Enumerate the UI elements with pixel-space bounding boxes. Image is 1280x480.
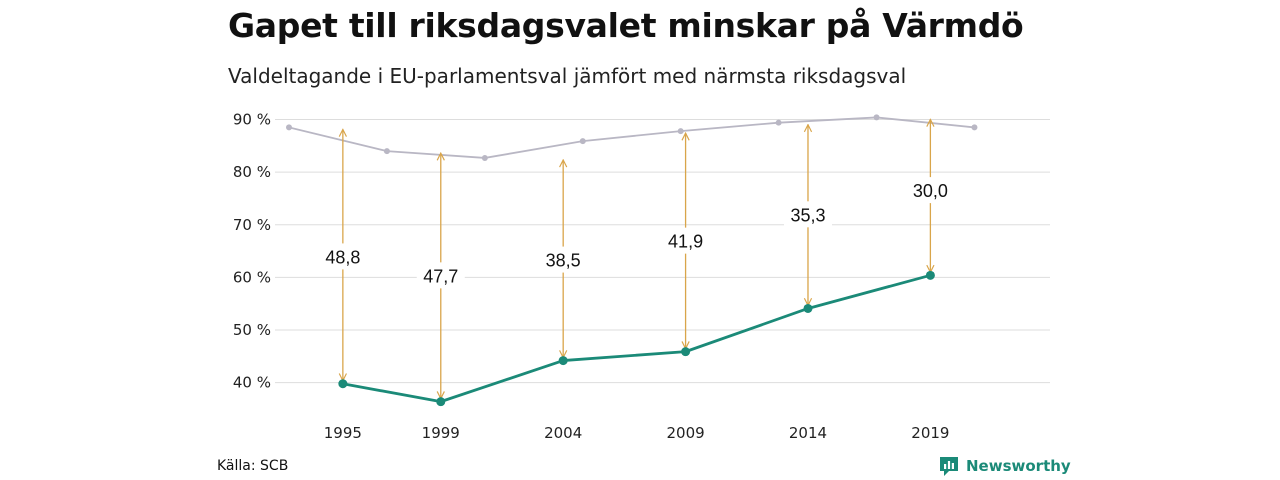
riksdag-point [775,119,782,126]
riksdag-series-line [288,116,975,159]
y-tick-label: 90 % [233,111,271,129]
source-note: Källa: SCB [217,458,289,474]
riksdag-point [286,124,292,131]
gap-label: 41,9 [668,232,703,252]
y-tick-label: 50 % [233,321,271,339]
gap-label: 35,3 [790,205,825,225]
brand-name: Newsworthy [966,457,1071,475]
x-tick-label: 2004 [544,424,582,442]
y-tick-label: 60 % [233,268,271,286]
gap-label-bg [661,227,710,254]
eu-point [436,397,446,407]
riksdag-point [677,128,684,135]
y-tick-label: 40 % [233,374,271,392]
chart-title: Gapet till riksdagsvalet minskar på Värm… [228,6,1024,45]
eu-point [925,270,935,280]
riksdag-point [873,114,880,121]
gap-label-bg [539,246,588,273]
x-tick-label: 1999 [422,424,460,442]
eu-series-line [342,273,931,404]
gap-label-bg [783,201,832,228]
gap-label: 48,8 [325,247,360,267]
riksdag-point [579,138,586,145]
x-tick-label: 2019 [911,424,949,442]
newsworthy-logo: Newsworthy [938,455,1071,477]
eu-point [681,347,691,357]
eu-point [558,356,568,366]
x-tick-label: 1995 [324,424,362,442]
y-tick-label: 70 % [233,216,271,234]
eu-point [338,379,348,389]
chart-subtitle: Valdeltagande i EU-parlamentsval jämfört… [228,64,907,88]
gap-label-bg [906,177,955,204]
riksdag-point [383,148,390,155]
gap-label: 47,7 [423,266,458,286]
riksdag-point [971,124,978,131]
riksdag-point [481,154,488,161]
gap-label-bg [416,262,465,289]
x-tick-label: 2014 [789,424,827,442]
gap-label: 30,0 [913,181,948,201]
bar-chart-icon [940,457,958,476]
eu-point [803,303,813,313]
gap-label-bg [318,243,367,270]
y-tick-label: 80 % [233,163,271,181]
gap-label: 38,5 [546,251,581,271]
x-tick-label: 2009 [666,424,704,442]
